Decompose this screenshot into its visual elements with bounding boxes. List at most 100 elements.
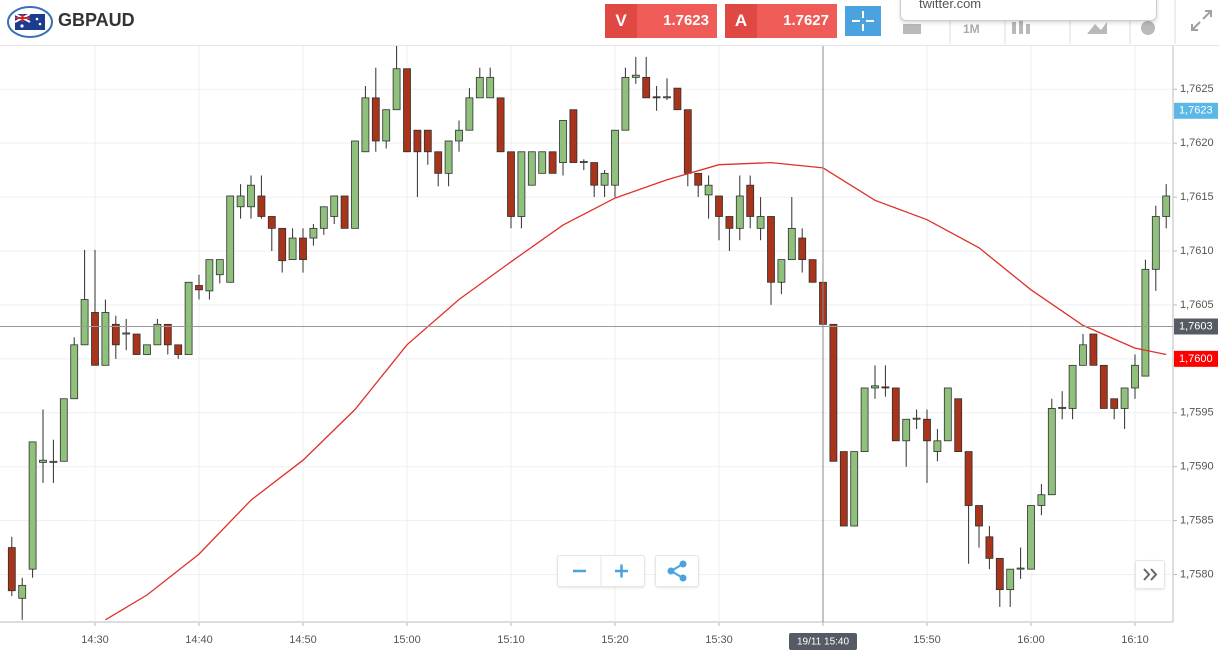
candle-body xyxy=(642,76,651,99)
price-tag: 1,7603 xyxy=(1179,320,1213,332)
y-tick-label: 1,7585 xyxy=(1180,515,1214,527)
share-popup: twitter.com xyxy=(900,0,1157,21)
candle-body xyxy=(351,140,359,229)
candle-body xyxy=(569,109,578,163)
candle-body xyxy=(465,97,474,131)
candle-body xyxy=(871,385,879,389)
candle-body xyxy=(174,344,183,355)
candle-body xyxy=(985,536,994,559)
candle-body xyxy=(444,140,453,174)
candle-body xyxy=(455,129,463,142)
candle-body xyxy=(205,259,214,292)
candle-body xyxy=(954,398,963,452)
share-button[interactable] xyxy=(655,555,699,587)
candle-body xyxy=(507,151,515,217)
candle-body xyxy=(548,151,557,174)
zoom-icons xyxy=(573,556,628,586)
candle-body xyxy=(1131,364,1139,389)
candle-body xyxy=(995,557,1004,591)
candle-body xyxy=(715,195,723,217)
scroll-latest-button[interactable] xyxy=(1135,560,1165,589)
candle-body xyxy=(673,87,682,111)
candle-body xyxy=(496,97,505,153)
candle-body xyxy=(1058,406,1067,409)
candle-body xyxy=(735,195,744,229)
buy-letter: A xyxy=(725,4,757,38)
buy-price: 1.7627 xyxy=(783,12,829,29)
candle-body xyxy=(631,74,640,78)
candle-body xyxy=(1037,494,1046,506)
buy-button[interactable]: A 1.7627 xyxy=(725,4,837,38)
candle-body xyxy=(808,259,817,283)
candle-body xyxy=(111,323,120,346)
candle-body xyxy=(163,323,172,346)
candle-body xyxy=(600,172,609,186)
timeframe-button[interactable]: 1M xyxy=(963,22,980,36)
candle-body xyxy=(215,259,224,276)
candle-body xyxy=(663,96,671,99)
candle-body xyxy=(829,323,838,462)
candle-body xyxy=(226,195,235,283)
candle-body xyxy=(319,206,328,229)
candle-body xyxy=(122,332,131,335)
sell-letter: V xyxy=(605,4,637,38)
candle-body xyxy=(652,96,661,99)
candle-body xyxy=(39,459,47,463)
y-tick-label: 1,7595 xyxy=(1180,407,1214,419)
candle-body xyxy=(1027,505,1035,570)
candle-body xyxy=(975,505,983,527)
candle-body xyxy=(70,344,79,400)
candle-body xyxy=(704,184,713,196)
candle-body xyxy=(538,151,547,174)
popup-text[interactable]: twitter.com xyxy=(919,0,982,11)
crosshair-button[interactable] xyxy=(845,6,881,36)
candle-body xyxy=(1079,344,1087,366)
x-tick-label: 15:30 xyxy=(705,634,733,646)
candle-body xyxy=(1089,333,1098,366)
candle-body xyxy=(1016,567,1025,570)
candle-body xyxy=(486,76,495,99)
plot-area xyxy=(0,45,1173,622)
price-tag-bg xyxy=(1174,318,1218,335)
x-tick-label: 14:40 xyxy=(185,634,213,646)
candle-body xyxy=(933,440,942,452)
candle-body xyxy=(91,312,99,366)
candle-body xyxy=(923,418,931,442)
candle-body xyxy=(153,323,162,346)
x-tick-label: 15:10 xyxy=(497,634,525,646)
y-tick-label: 1,7620 xyxy=(1180,137,1214,149)
x-tick-label: 14:30 xyxy=(81,634,109,646)
price-tag-bg xyxy=(1174,102,1218,119)
price-tag-bg xyxy=(1174,350,1218,367)
candle-body xyxy=(746,184,755,217)
candle-body xyxy=(475,76,484,99)
candle-body xyxy=(902,418,911,442)
candle-body xyxy=(891,387,900,442)
candle-body xyxy=(330,195,339,217)
y-tick-label: 1,7610 xyxy=(1180,245,1214,257)
candle-body xyxy=(850,451,859,527)
candle-body xyxy=(559,120,567,163)
candle-body xyxy=(1162,195,1171,217)
candle-body xyxy=(80,299,89,346)
candle-body xyxy=(1006,568,1015,591)
price-tag: 1,7623 xyxy=(1179,105,1213,117)
candle-body xyxy=(18,584,27,599)
price-tag: 1,7600 xyxy=(1179,353,1213,365)
candle-body xyxy=(257,195,266,217)
candle-body xyxy=(756,216,765,229)
candle-body xyxy=(943,387,952,442)
candle-body xyxy=(184,281,193,355)
candle-body xyxy=(288,237,297,261)
candle-body xyxy=(392,68,401,111)
candle-body xyxy=(964,451,973,506)
sell-button[interactable]: V 1.7623 xyxy=(605,4,717,38)
candle-body xyxy=(839,451,848,527)
x-tick-label: 15:00 xyxy=(393,634,421,646)
share-icon xyxy=(667,560,687,582)
candle-body xyxy=(28,441,37,570)
candle-body xyxy=(423,129,432,153)
candle-body xyxy=(403,68,411,153)
candle-body xyxy=(767,216,775,283)
